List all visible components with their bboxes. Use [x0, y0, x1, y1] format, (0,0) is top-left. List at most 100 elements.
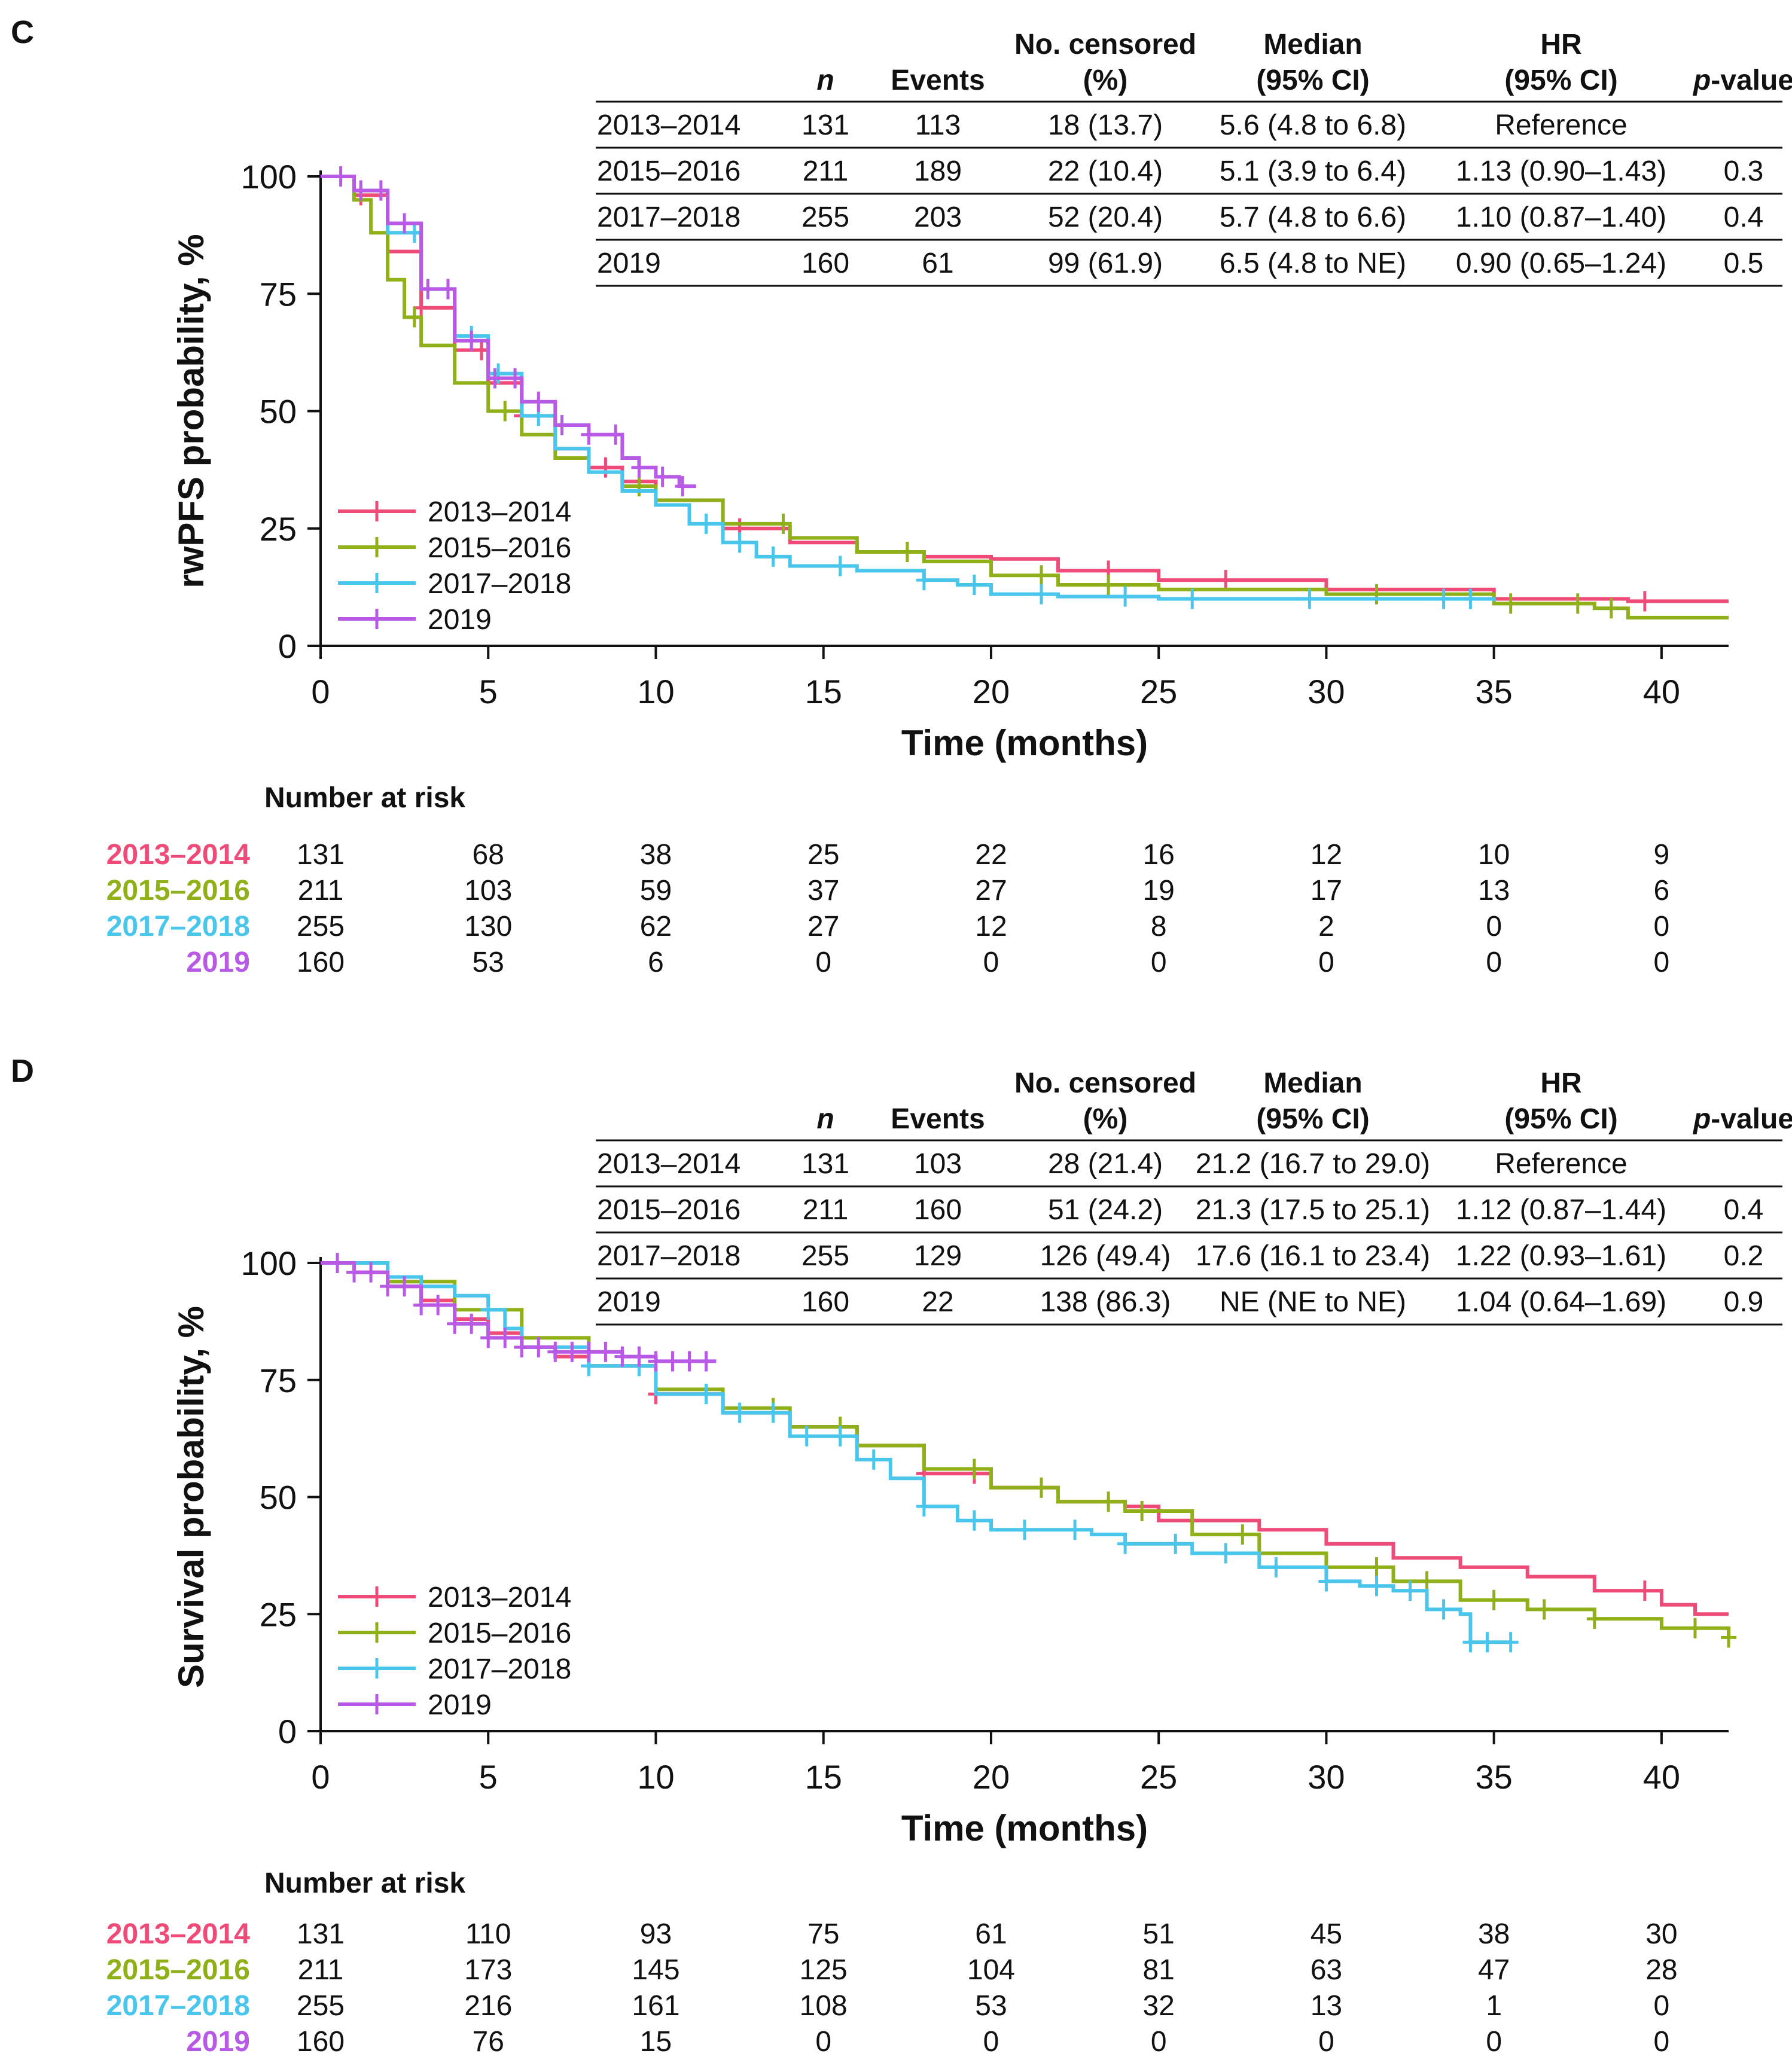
- legend-label: 2017–2018: [428, 568, 571, 600]
- at-risk-value: 61: [975, 1918, 1007, 1950]
- table-cell: 21.2 (16.7 to 29.0): [1196, 1148, 1430, 1180]
- table-cell: 5.6 (4.8 to 6.8): [1220, 109, 1406, 141]
- at-risk-value: 53: [473, 947, 504, 978]
- table-header-3: No. censored: [1014, 29, 1196, 60]
- table-header-p: p: [1692, 1103, 1711, 1135]
- at-risk-value: 108: [800, 1990, 848, 2022]
- table-header-5-line2: (95% CI): [1504, 65, 1617, 96]
- x-tick-label: 40: [1643, 1758, 1680, 1796]
- legend-label: 2019: [428, 604, 492, 636]
- at-risk-row-label: 2017–2018: [106, 1990, 250, 2022]
- at-risk-value: 211: [298, 875, 344, 907]
- table-cell: 2013–2014: [597, 109, 740, 141]
- table-header-5-line2: (95% CI): [1504, 1103, 1617, 1135]
- table-cell: 0.4: [1724, 202, 1764, 233]
- at-risk-value: 28: [1645, 1954, 1677, 1986]
- at-risk-value: 45: [1311, 1918, 1342, 1950]
- at-risk-value: 0: [1654, 2026, 1670, 2058]
- table-cell: 131: [801, 109, 849, 141]
- table-cell: 2019: [597, 248, 661, 279]
- table-cell: 126 (49.4): [1040, 1240, 1171, 1272]
- at-risk-value: 110: [465, 1918, 511, 1950]
- y-tick-label: 100: [241, 158, 297, 196]
- table-cell: 51 (24.2): [1048, 1194, 1163, 1226]
- table-cell: 0.4: [1724, 1194, 1764, 1226]
- y-tick-label: 0: [278, 1713, 297, 1750]
- at-risk-value: 0: [1486, 947, 1502, 978]
- at-risk-value: 75: [807, 1918, 839, 1950]
- at-risk-value: 0: [1151, 2026, 1167, 2058]
- table-header-value: -value: [1711, 65, 1792, 96]
- at-risk-value: 130: [464, 911, 512, 942]
- at-risk-row-label: 2017–2018: [106, 911, 250, 942]
- at-risk-value: 81: [1142, 1954, 1174, 1986]
- table-cell: Reference: [1495, 109, 1627, 141]
- at-risk-value: 27: [807, 911, 839, 942]
- x-axis-label: Time (months): [901, 1808, 1148, 1848]
- at-risk-row-label: 2019: [186, 2026, 250, 2058]
- table-header-6: p-value: [1692, 1103, 1792, 1135]
- table-cell: 61: [922, 248, 953, 279]
- table-cell: 0.3: [1724, 155, 1764, 187]
- at-risk-row-label: 2013–2014: [106, 839, 251, 871]
- table-cell: 1.04 (0.64–1.69): [1456, 1286, 1666, 1318]
- at-risk-value: 16: [1142, 839, 1174, 871]
- table-cell: 211: [803, 155, 849, 187]
- at-risk-value: 38: [1478, 1918, 1510, 1950]
- table-cell: 2013–2014: [597, 1148, 740, 1180]
- x-tick-label: 5: [479, 1758, 498, 1796]
- at-risk-value: 173: [464, 1954, 512, 1986]
- table-header-1: n: [816, 1103, 834, 1135]
- table-cell: 255: [801, 1240, 849, 1272]
- at-risk-value: 103: [464, 875, 512, 907]
- at-risk-value: 53: [975, 1990, 1007, 2022]
- y-tick-label: 25: [260, 1595, 297, 1633]
- at-risk-value: 125: [800, 1954, 848, 1986]
- legend-label: 2017–2018: [428, 1653, 571, 1685]
- table-cell: 1.10 (0.87–1.40): [1456, 202, 1666, 233]
- table-cell: 113: [915, 109, 961, 141]
- at-risk-row-label: 2015–2016: [106, 875, 250, 907]
- at-risk-value: 59: [640, 875, 672, 907]
- table-cell: 255: [801, 202, 849, 233]
- table-header-1: n: [816, 65, 834, 96]
- at-risk-value: 216: [464, 1990, 512, 2022]
- x-tick-label: 5: [479, 673, 498, 710]
- table-cell: 6.5 (4.8 to NE): [1220, 248, 1406, 279]
- table-cell: 160: [801, 248, 849, 279]
- table-header-3: No. censored: [1014, 1067, 1196, 1099]
- table-cell: 99 (61.9): [1048, 248, 1163, 279]
- y-tick-label: 50: [260, 1479, 297, 1516]
- y-tick-label: 75: [260, 275, 297, 313]
- y-tick-label: 100: [241, 1244, 297, 1282]
- table-cell: NE (NE to NE): [1220, 1286, 1406, 1318]
- legend-label: 2013–2014: [428, 496, 571, 528]
- at-risk-value: 17: [1311, 875, 1342, 907]
- y-tick-label: 25: [260, 510, 297, 548]
- at-risk-row-label: 2013–2014: [106, 1918, 251, 1950]
- legend-label: 2015–2016: [428, 1618, 571, 1649]
- at-risk-value: 2: [1318, 911, 1334, 942]
- at-risk-value: 145: [632, 1954, 679, 1986]
- at-risk-value: 38: [640, 839, 672, 871]
- table-header-p: p: [1692, 65, 1711, 96]
- table-cell: 160: [914, 1194, 962, 1226]
- legend-label: 2019: [428, 1689, 492, 1721]
- table-cell: 1.13 (0.90–1.43): [1456, 155, 1666, 187]
- at-risk-row-label: 2015–2016: [106, 1954, 250, 1986]
- at-risk-value: 22: [975, 839, 1007, 871]
- legend-label: 2013–2014: [428, 1582, 571, 1613]
- at-risk-value: 255: [297, 911, 345, 942]
- x-tick-label: 25: [1140, 1758, 1177, 1796]
- legend: 2013–2014 2015–2016 2017–2018 2019: [338, 1582, 571, 1721]
- at-risk-value: 6: [648, 947, 664, 978]
- axes: 0 25 50 75 100 0 5 10 15 20 25 30 35 40 Time (months) S…: [171, 1244, 1729, 1848]
- at-risk-value: 47: [1478, 1954, 1510, 1986]
- at-risk-value: 0: [1318, 947, 1334, 978]
- table-header-4-line2: (95% CI): [1256, 1103, 1369, 1135]
- panel-label: D: [11, 1053, 34, 1089]
- at-risk-value: 131: [297, 839, 345, 871]
- y-axis-label: rwPFS probability, %: [171, 234, 211, 588]
